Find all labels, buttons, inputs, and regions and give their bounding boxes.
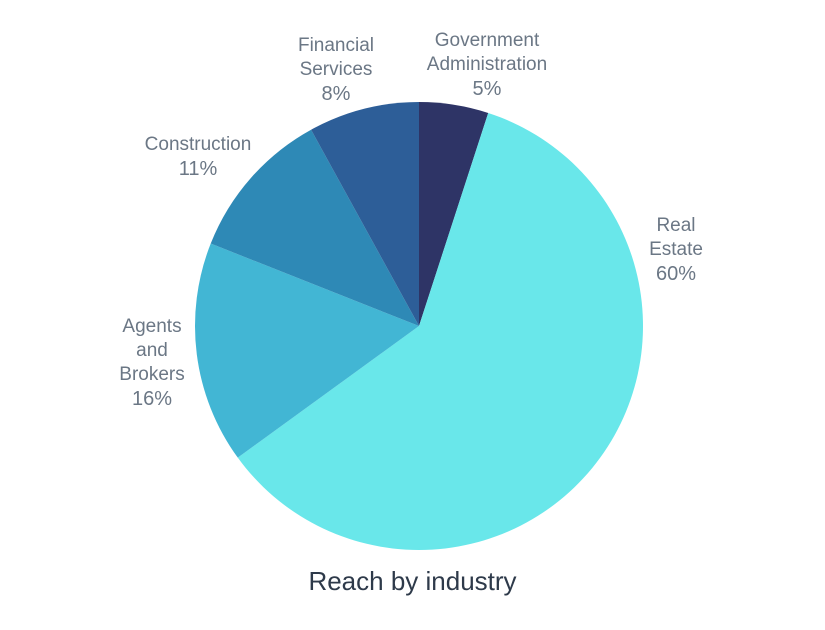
slice-label: Agents and Brokers 16% — [112, 315, 192, 411]
value-label: 8% — [321, 83, 351, 105]
category-label: Government Administration — [426, 30, 548, 75]
slice-label: Financial Services 8% — [281, 34, 391, 106]
pie-slice — [419, 102, 489, 326]
value-label: 11% — [178, 158, 218, 180]
slice-label: Government Administration 5% — [407, 29, 567, 101]
value-label: 60% — [655, 263, 697, 285]
slice-label: Construction 11% — [118, 133, 278, 181]
pie-slice — [237, 112, 643, 550]
category-label: Real Estate — [649, 215, 703, 260]
pie-slice — [311, 102, 419, 326]
value-label: 5% — [472, 78, 502, 100]
chart-title: Reach by industry — [308, 566, 517, 596]
category-label: Agents and Brokers — [119, 316, 185, 385]
pie-slice — [195, 243, 419, 458]
category-label: Financial Services — [297, 35, 375, 80]
slice-label: Real Estate 60% — [641, 214, 711, 286]
value-label: 16% — [131, 388, 173, 410]
pie-slice — [210, 129, 419, 326]
category-label: Construction — [144, 134, 252, 155]
